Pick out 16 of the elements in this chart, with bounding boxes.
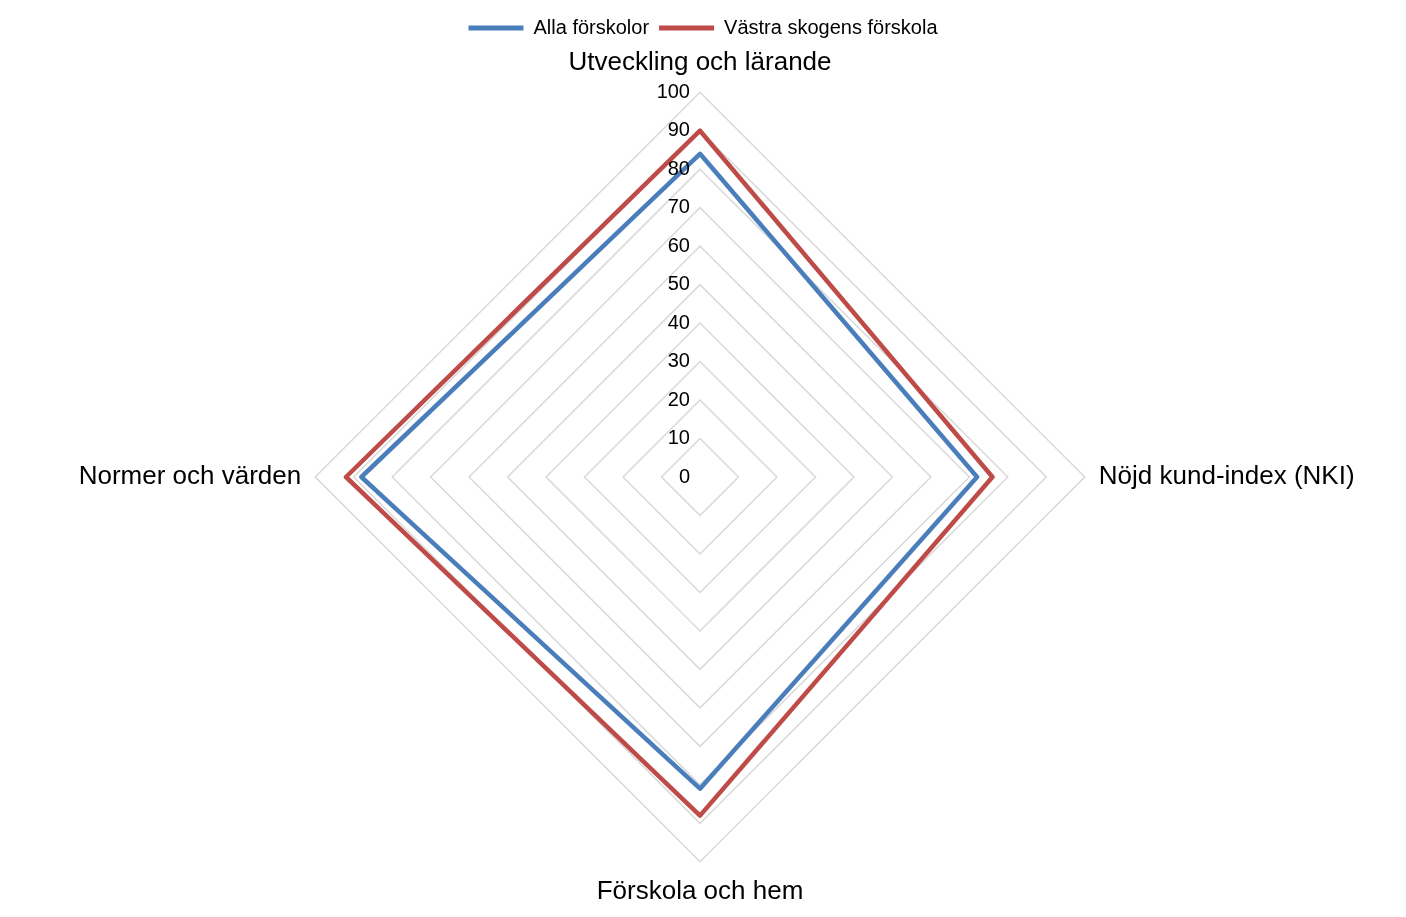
spoke-label: Normer och värden <box>78 460 302 491</box>
spoke-label: Förskola och hem <box>596 874 804 905</box>
y-tick-label: 100 <box>656 79 690 102</box>
y-tick-label: 10 <box>667 426 690 449</box>
legend-label: Västra skogens förskola <box>724 15 939 38</box>
y-tick-label: 20 <box>667 387 690 410</box>
y-tick-label: 40 <box>667 310 690 333</box>
y-tick-label: 60 <box>667 233 690 256</box>
y-tick-label: 50 <box>667 272 690 295</box>
spoke-label: Nöjd kund-index (NKI) <box>1098 460 1355 491</box>
y-tick-label: 70 <box>667 195 690 218</box>
legend-label: Alla förskolor <box>533 15 650 38</box>
spoke-label: Utveckling och lärande <box>568 45 832 76</box>
y-tick-label: 30 <box>667 349 690 372</box>
y-tick-label: 0 <box>678 464 690 487</box>
y-tick-label: 90 <box>667 118 690 141</box>
